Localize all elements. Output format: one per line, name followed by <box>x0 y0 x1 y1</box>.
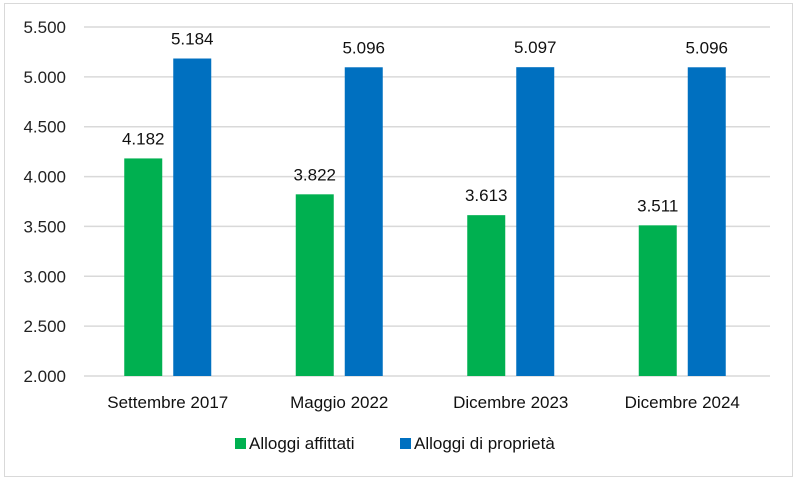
data-label: 5.184 <box>171 30 214 49</box>
y-tick-label: 4.000 <box>23 168 66 187</box>
bar-affittati <box>467 215 506 376</box>
y-tick-label: 5.000 <box>23 68 66 87</box>
bar-proprieta <box>516 67 555 376</box>
bar-proprieta <box>344 67 383 376</box>
data-label: 3.511 <box>637 196 678 215</box>
y-tick-label: 2.000 <box>23 367 66 386</box>
x-axis-labels: Settembre 2017 Maggio 2022 Dicembre 2023 Di… <box>107 393 740 412</box>
legend: Alloggi affittati Alloggi di proprietà <box>235 434 555 453</box>
y-axis-ticks: 2.000 2.500 3.000 3.500 4.000 4.500 5.000 5.500 <box>23 18 66 386</box>
x-tick-label: Dicembre 2024 <box>625 393 740 412</box>
bar-proprieta <box>687 67 726 376</box>
legend-label: Alloggi affittati <box>249 434 355 453</box>
data-label: 3.822 <box>293 165 336 184</box>
data-label: 5.097 <box>514 38 557 57</box>
x-tick-label: Settembre 2017 <box>107 393 228 412</box>
bar-proprieta <box>173 58 212 377</box>
y-tick-label: 4.500 <box>23 118 66 137</box>
y-tick-label: 2.500 <box>23 317 66 336</box>
data-label: 3.613 <box>465 186 508 205</box>
data-label: 4.182 <box>122 129 165 148</box>
y-tick-label: 3.000 <box>23 267 66 286</box>
x-tick-label: Dicembre 2023 <box>453 393 568 412</box>
bars <box>124 58 726 377</box>
x-tick-label: Maggio 2022 <box>290 393 388 412</box>
bar-affittati <box>638 225 677 376</box>
legend-label: Alloggi di proprietà <box>414 434 555 453</box>
data-labels: 4.182 5.184 3.822 5.096 3.613 5.097 3.511 5.096 <box>122 30 728 216</box>
y-tick-label: 5.500 <box>23 18 66 37</box>
data-label: 5.096 <box>685 38 728 57</box>
data-label: 5.096 <box>342 38 385 57</box>
bar-affittati <box>124 158 163 376</box>
legend-swatch <box>235 438 246 449</box>
legend-swatch <box>400 438 411 449</box>
bar-affittati <box>295 194 334 376</box>
y-tick-label: 3.500 <box>23 217 66 236</box>
